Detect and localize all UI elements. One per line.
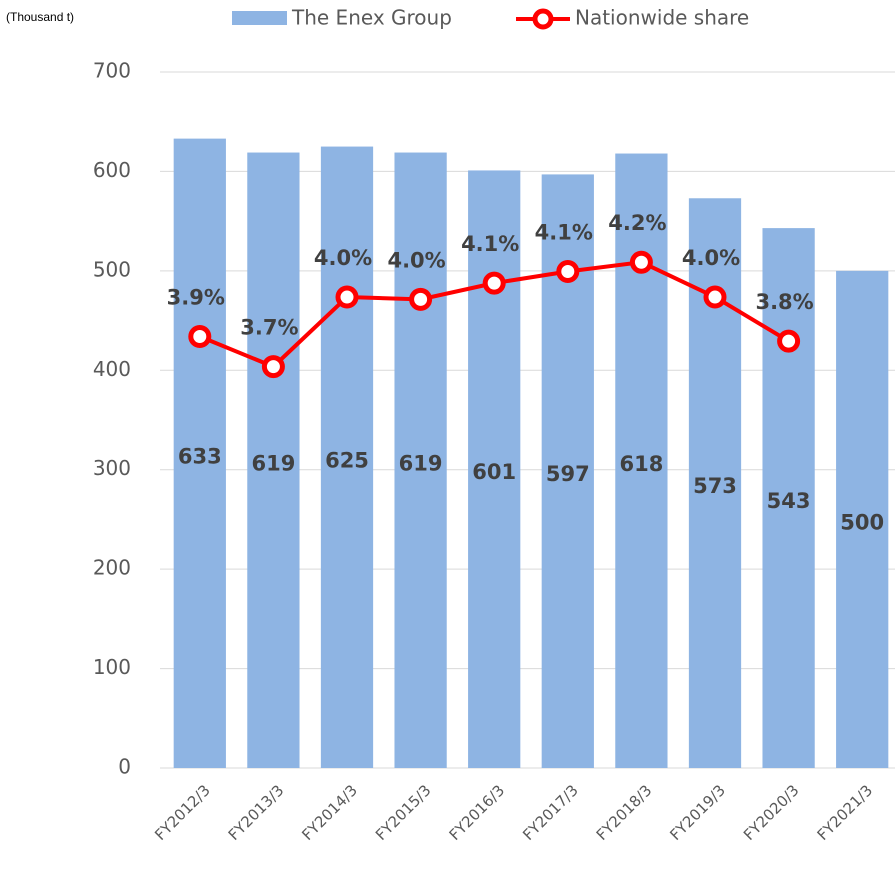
x-tick-label: FY2020/3 [740, 781, 803, 844]
legend-label: The Enex Group [291, 6, 452, 30]
x-tick-label: FY2014/3 [298, 781, 361, 844]
bar [468, 170, 521, 769]
share-marker [188, 324, 212, 348]
share-value-label: 3.9% [167, 285, 225, 309]
share-marker [703, 285, 727, 309]
y-tick-label: 300 [93, 456, 131, 480]
bar [394, 152, 447, 769]
y-tick-label: 400 [93, 357, 131, 381]
bar [247, 152, 300, 769]
x-tick-label: FY2019/3 [666, 781, 729, 844]
share-value-label: 4.0% [314, 246, 372, 270]
share-value-label: 3.7% [240, 316, 298, 340]
legend-label: Nationwide share [575, 6, 749, 30]
x-tick-label: FY2012/3 [151, 781, 214, 844]
y-tick-label: 600 [93, 158, 131, 182]
share-marker [556, 260, 580, 284]
share-marker [629, 250, 653, 274]
share-value-label: 4.2% [608, 211, 666, 235]
bar-value-label: 573 [693, 474, 737, 498]
y-tick-label: 100 [93, 655, 131, 679]
share-value-label: 4.0% [682, 246, 740, 270]
share-marker [261, 355, 285, 379]
bar-value-label: 601 [472, 460, 516, 484]
bar-value-label: 619 [399, 451, 443, 475]
share-marker [335, 285, 359, 309]
share-marker [482, 271, 506, 295]
x-tick-label: FY2016/3 [446, 781, 509, 844]
legend-swatch [232, 11, 287, 25]
share-value-label: 4.1% [461, 232, 519, 256]
bar-value-label: 618 [619, 452, 663, 476]
y-tick-label: 700 [93, 59, 131, 83]
bar-value-label: 633 [178, 444, 222, 468]
legend-marker [532, 8, 554, 30]
bar-value-label: 500 [840, 510, 884, 534]
x-tick-label: FY2015/3 [372, 781, 435, 844]
bar-value-label: 619 [251, 451, 295, 475]
y-tick-label: 0 [118, 755, 131, 779]
bar [836, 270, 889, 768]
bar [173, 138, 226, 769]
unit-label: (Thousand t) [6, 10, 74, 24]
y-tick-label: 200 [93, 556, 131, 580]
x-tick-label: FY2017/3 [519, 781, 582, 844]
bar [762, 228, 815, 769]
x-tick-label: FY2021/3 [814, 781, 877, 844]
share-marker [777, 329, 801, 353]
share-value-label: 4.0% [387, 248, 445, 272]
share-value-label: 4.1% [535, 221, 593, 245]
bar-value-label: 625 [325, 448, 369, 472]
x-tick-label: FY2018/3 [593, 781, 656, 844]
bar [320, 146, 374, 769]
share-marker [409, 287, 433, 311]
bar-value-label: 597 [546, 462, 590, 486]
bar-value-label: 543 [767, 489, 811, 513]
y-tick-label: 500 [93, 257, 131, 281]
share-value-label: 3.8% [755, 290, 813, 314]
x-tick-label: FY2013/3 [225, 781, 288, 844]
